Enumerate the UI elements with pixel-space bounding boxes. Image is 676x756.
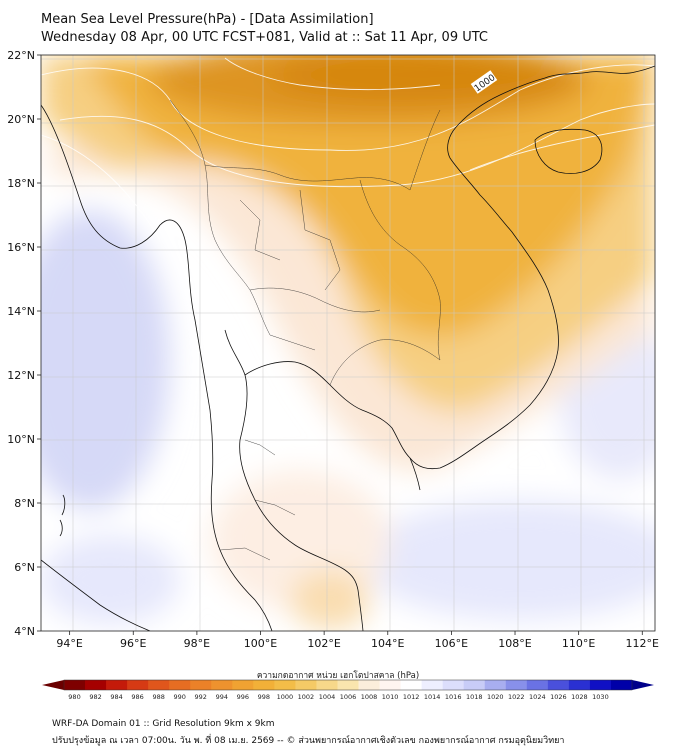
colorbar-label: ความกดอากาศ หน่วย เฮกโตปาสคาล (hPa) bbox=[256, 671, 420, 681]
lat-tick-label: 20°N bbox=[7, 113, 35, 126]
update-credit: ปรับปรุงข้อมูล ณ เวลา 07:00น. วัน พ. ที่… bbox=[52, 736, 565, 746]
colorbar-frame bbox=[63, 679, 633, 691]
colorbar-segment bbox=[400, 680, 423, 690]
colorbar-segment bbox=[85, 680, 107, 690]
lat-tick-label: 4°N bbox=[14, 625, 35, 638]
colorbar-tick-label: 984 bbox=[110, 693, 122, 701]
longitude-labels: 94°E 96°E 98°E 100°E 102°E 104°E 106°E 108°E 110… bbox=[56, 631, 659, 650]
model-info: WRF-DA Domain 01 :: Grid Resolution 9km … bbox=[52, 719, 275, 729]
lon-tick-label: 102°E bbox=[307, 637, 340, 650]
map-title: Mean Sea Level Pressure(hPa) - [Data Ass… bbox=[41, 12, 374, 27]
lat-tick-label: 10°N bbox=[7, 433, 35, 446]
lat-tick-label: 8°N bbox=[14, 497, 35, 510]
coastlines bbox=[41, 65, 655, 631]
colorbar-tick-label: 1022 bbox=[508, 693, 525, 701]
colorbar-tick-label: 1014 bbox=[424, 693, 441, 701]
colorbar-tick-label: 1026 bbox=[550, 693, 567, 701]
colorbar-tick-label: 1030 bbox=[592, 693, 609, 701]
colorbar-segment bbox=[547, 680, 570, 690]
colorbar-tick-label: 998 bbox=[258, 693, 270, 701]
colorbar-segment bbox=[379, 680, 402, 690]
lon-tick-label: 100°E bbox=[244, 637, 277, 650]
colorbar-tick-label: 1018 bbox=[466, 693, 483, 701]
plot-frame bbox=[40, 54, 656, 632]
colorbar-tick-label: 1028 bbox=[571, 693, 588, 701]
colorbar-segment bbox=[169, 680, 191, 690]
colorbar-tick-label: 990 bbox=[173, 693, 185, 701]
colorbar-segment bbox=[505, 680, 528, 690]
colorbar-segment bbox=[568, 680, 591, 690]
colorbar-tick-label: 1006 bbox=[340, 693, 357, 701]
colorbar-extend-low bbox=[42, 680, 64, 690]
lon-tick-label: 104°E bbox=[371, 637, 404, 650]
colorbar-segment bbox=[484, 680, 507, 690]
colorbar-tick-label: 1004 bbox=[319, 693, 336, 701]
colorbar-tick-label: 1002 bbox=[298, 693, 315, 701]
colorbar-segment bbox=[106, 680, 128, 690]
colorbar-segment bbox=[148, 680, 170, 690]
colorbar-tick-label: 1016 bbox=[445, 693, 462, 701]
map-subtitle-valid-time: Wednesday 08 Apr, 00 UTC FCST+081, Valid… bbox=[41, 30, 488, 45]
colorbar-tick-label: 1008 bbox=[361, 693, 378, 701]
lat-tick-label: 14°N bbox=[7, 305, 35, 318]
colorbar: 980 982 984 986 988 990 992 994 996 998 1000 1002 10… bbox=[42, 679, 654, 701]
colorbar-segment bbox=[64, 680, 86, 690]
lat-tick-label: 22°N bbox=[7, 49, 35, 62]
lon-tick-label: 108°E bbox=[498, 637, 531, 650]
colorbar-segment bbox=[211, 680, 233, 690]
pressure-field: 1000 bbox=[41, 55, 655, 631]
lon-tick-label: 110°E bbox=[562, 637, 595, 650]
latitude-labels: 22°N 20°N 18°N 16°N 14°N 12°N 10°N 8°N 6°N 4°N bbox=[7, 49, 41, 638]
colorbar-segment bbox=[421, 680, 444, 690]
colorbar-tick-label: 980 bbox=[68, 693, 80, 701]
lon-tick-label: 106°E bbox=[435, 637, 468, 650]
colorbar-tick-label: 982 bbox=[89, 693, 101, 701]
colorbar-segment bbox=[526, 680, 549, 690]
lon-tick-label: 98°E bbox=[184, 637, 210, 650]
colorbar-segment bbox=[190, 680, 212, 690]
lon-tick-label: 96°E bbox=[120, 637, 146, 650]
colorbar-tick-label: 996 bbox=[237, 693, 249, 701]
colorbar-tick-label: 1010 bbox=[382, 693, 399, 701]
lat-tick-label: 6°N bbox=[14, 561, 35, 574]
colorbar-extend-high bbox=[632, 680, 654, 690]
colorbar-segment bbox=[295, 680, 317, 690]
colorbar-segment bbox=[127, 680, 149, 690]
colorbar-tick-label: 988 bbox=[152, 693, 164, 701]
graticule bbox=[41, 55, 655, 631]
colorbar-tick-label: 1020 bbox=[487, 693, 504, 701]
colorbar-segment bbox=[442, 680, 465, 690]
colorbar-segment bbox=[274, 680, 296, 690]
lat-tick-label: 18°N bbox=[7, 177, 35, 190]
colorbar-tick-label: 1024 bbox=[529, 693, 546, 701]
colorbar-segment bbox=[232, 680, 254, 690]
colorbar-tick-label: 994 bbox=[216, 693, 228, 701]
isobars bbox=[41, 57, 655, 241]
colorbar-tick-label: 1012 bbox=[403, 693, 420, 701]
colorbar-tick-label: 992 bbox=[195, 693, 207, 701]
colorbar-segment bbox=[253, 680, 275, 690]
colorbar-segment bbox=[358, 680, 381, 690]
colorbar-tick-label: 1000 bbox=[277, 693, 294, 701]
colorbar-segment bbox=[337, 680, 360, 690]
colorbar-segment bbox=[610, 680, 633, 690]
lat-tick-label: 12°N bbox=[7, 369, 35, 382]
lat-tick-label: 16°N bbox=[7, 241, 35, 254]
colorbar-segment bbox=[589, 680, 612, 690]
colorbar-segment bbox=[463, 680, 486, 690]
lon-tick-label: 112°E bbox=[626, 637, 659, 650]
colorbar-tick-label: 986 bbox=[131, 693, 143, 701]
colorbar-segment bbox=[316, 680, 338, 690]
lon-tick-label: 94°E bbox=[56, 637, 82, 650]
